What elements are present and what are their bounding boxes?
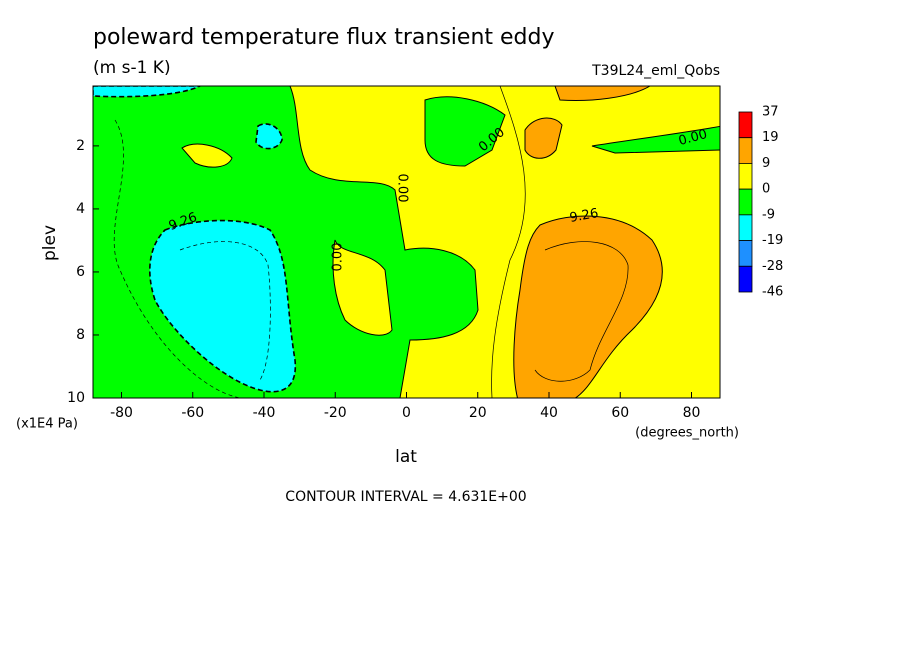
x-tick-label: 20 [469,405,487,421]
contour-region [149,219,297,393]
contour-label: 0.00 [331,243,346,272]
y-tick-label: 8 [76,327,85,343]
x-tick-label: 60 [611,405,629,421]
y-tick-label: 2 [76,138,85,154]
contour-line [179,241,271,381]
colorbar-swatch [738,137,753,164]
colorbar-swatch [738,188,753,216]
x-tick-label: 40 [540,405,558,421]
contour-line [113,119,241,398]
footer-note: CONTOUR INTERVAL = 4.631E+00 [285,489,526,505]
x-tick-label: 0 [402,405,411,421]
contour-label: 9.26 [568,206,599,226]
run-label: T39L24_eml_Qobs [591,63,720,79]
x-tick-label: -20 [324,405,347,421]
contour-label: 0.00 [395,174,410,203]
x-tick-label: -40 [253,405,276,421]
contour-region [332,239,393,336]
contour-region [524,117,563,159]
x-axis-unit: (degrees_north) [635,426,739,441]
field [93,86,720,398]
y-tick-label: 10 [67,390,85,406]
colorbar-label: -28 [762,259,783,274]
x-tick-label: -80 [110,405,133,421]
colorbar-swatch [738,111,753,139]
colorbar-label: 9 [762,156,770,171]
colorbar-label: -9 [762,207,775,222]
colorbar-label: 37 [762,105,779,120]
colorbar-label: -19 [762,233,783,248]
colorbar-label: 0 [762,182,770,197]
colorbar-swatch [738,240,753,267]
y-axis-unit: (x1E4 Pa) [16,417,78,432]
contour-region [93,86,201,98]
contour-region [591,125,720,154]
colorbar-swatch [738,265,753,293]
x-axis-label: lat [395,447,417,467]
colorbar-swatch [738,163,753,190]
contour-region [424,96,506,167]
contour-line [534,241,629,382]
colorbar-label: 19 [762,130,779,145]
colorbar-swatch [738,214,753,241]
chart-subtitle: (m s-1 K) [93,58,171,78]
contour-line [491,86,526,398]
contour-region [181,143,233,168]
contour-region [513,215,663,398]
x-tick-label: -60 [181,405,204,421]
colorbar-label: -46 [762,285,783,300]
contour-region [554,86,651,101]
contour-label: 0.00 [677,127,709,149]
chart-title: poleward temperature flux transient eddy [93,25,555,50]
y-axis-label: plev [40,225,60,261]
contour-field: 9.260.000.000.009.260.00 [92,85,721,399]
x-tick-label: 80 [683,405,701,421]
y-tick-label: 6 [76,264,85,280]
contour-region [255,123,283,150]
y-tick-label: 4 [76,201,85,217]
